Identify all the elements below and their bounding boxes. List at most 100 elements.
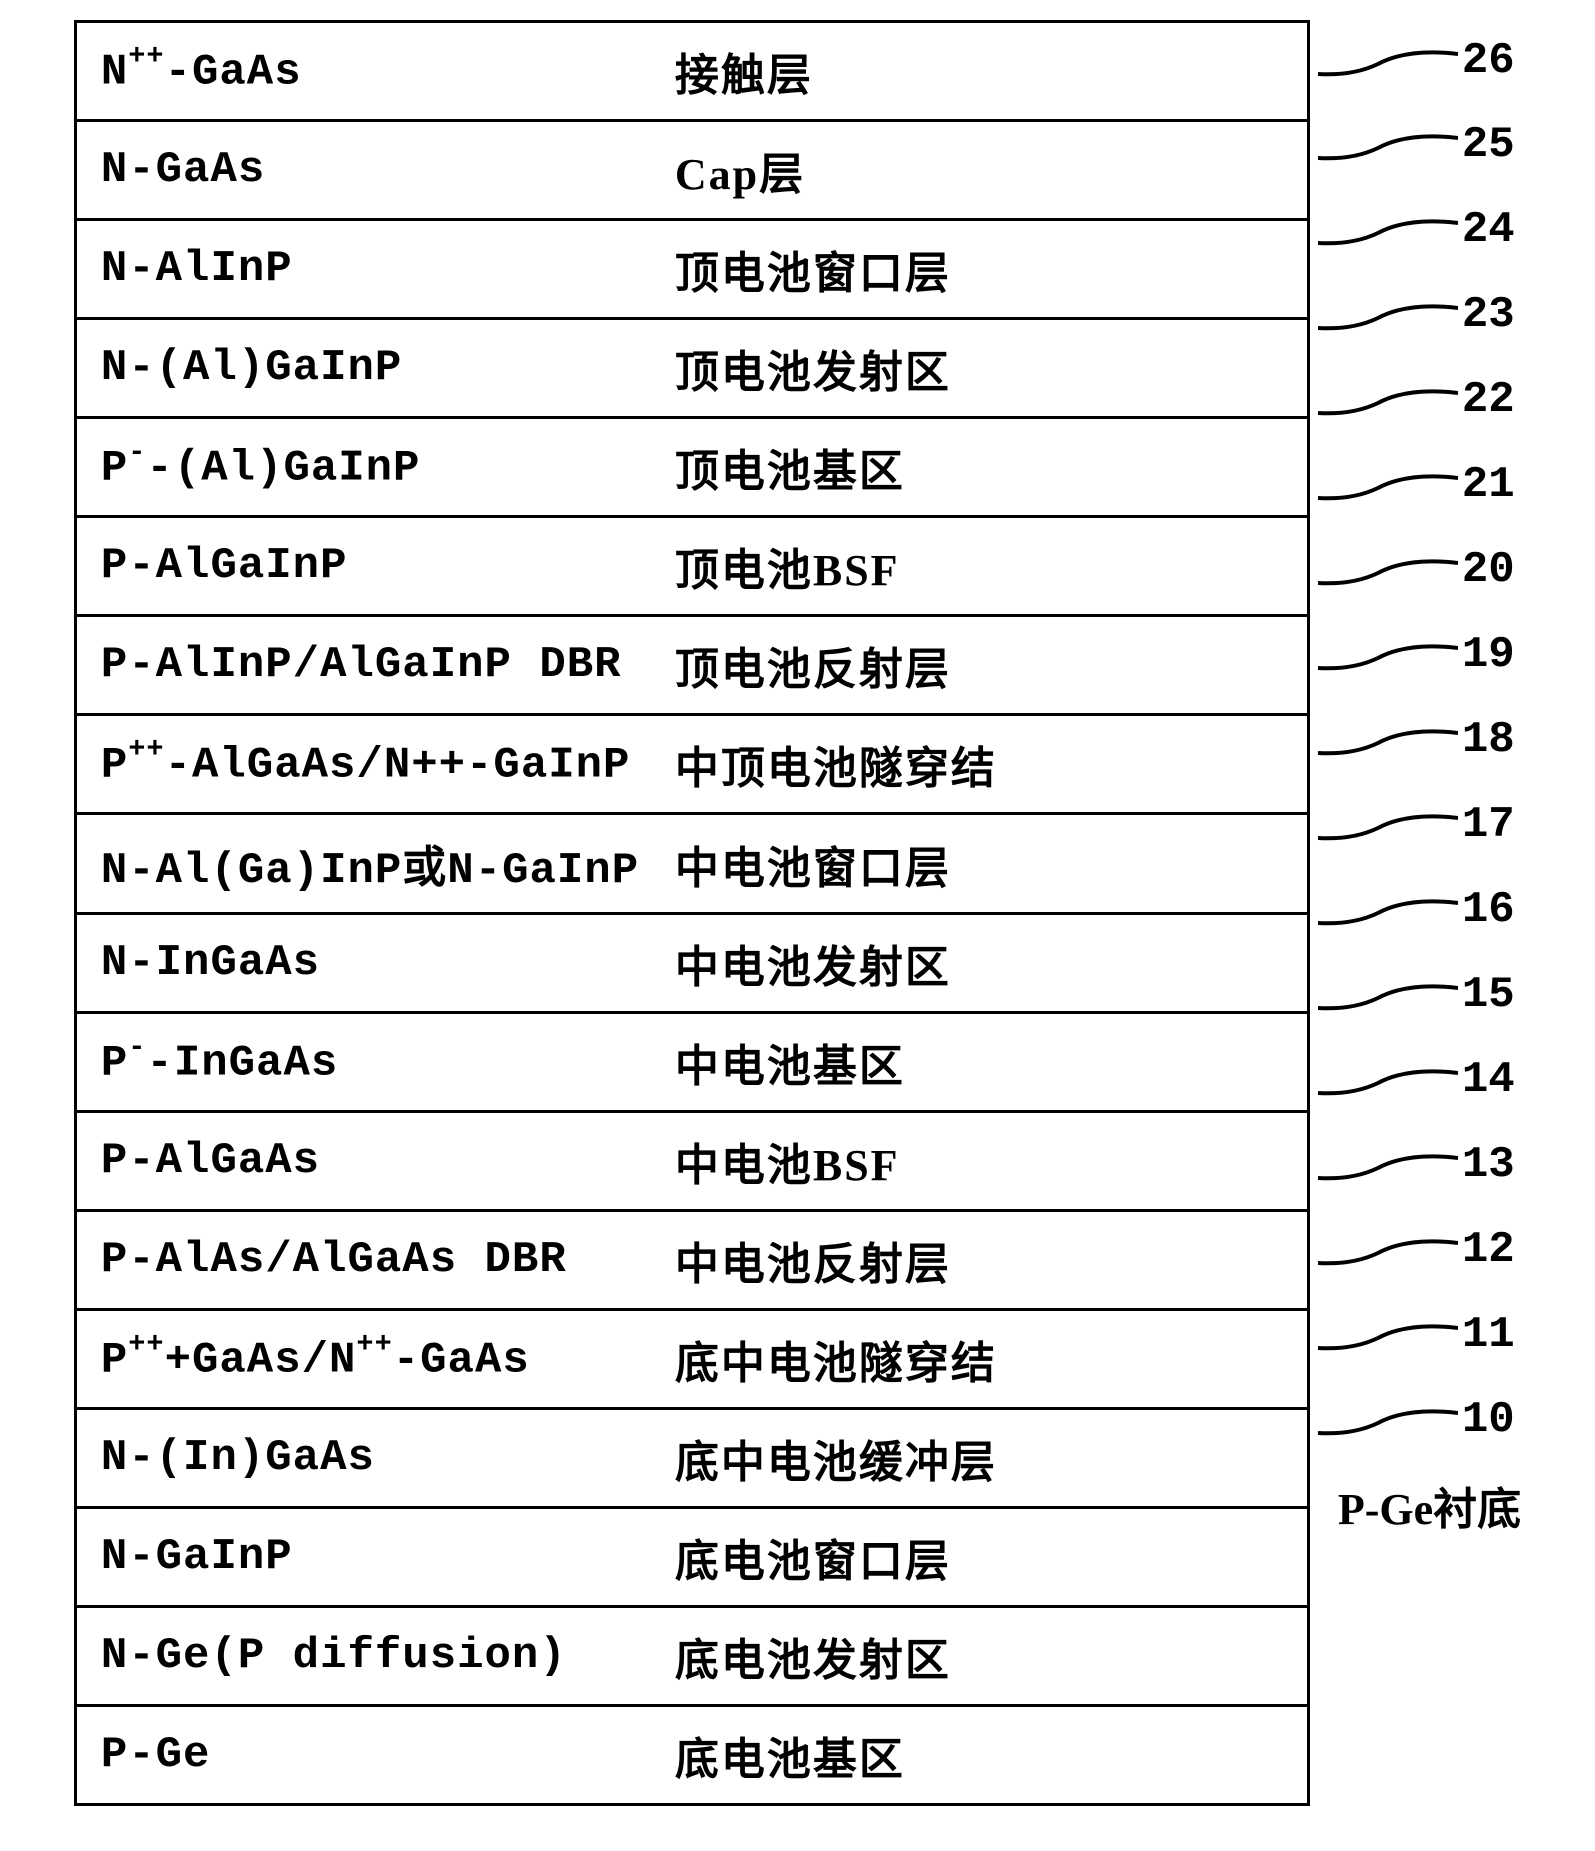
material-cell: P-AlAs/AlGaAs DBR xyxy=(77,1219,667,1301)
layer-number-label: 24 xyxy=(1462,205,1515,255)
connector-curve xyxy=(1318,1055,1458,1105)
label-item: 10 xyxy=(1318,1377,1521,1462)
description-cell: 顶电池基区 xyxy=(667,419,1307,515)
label-item: 11 xyxy=(1318,1292,1521,1377)
layer-row: P-Ge底电池基区 xyxy=(77,1707,1307,1803)
layer-row: N-Ge(P diffusion)底电池发射区 xyxy=(77,1608,1307,1707)
description-cell: 中电池基区 xyxy=(667,1014,1307,1110)
connector-curve xyxy=(1318,970,1458,1020)
material-cell: N-(In)GaAs xyxy=(77,1417,667,1499)
labels-column: 26 25 24 23 22 21 20 19 18 17 16 15 14 1… xyxy=(1310,20,1521,1547)
label-item: 20 xyxy=(1318,527,1521,612)
layer-row: N-(In)GaAs底中电池缓冲层 xyxy=(77,1410,1307,1509)
connector-curve xyxy=(1318,885,1458,935)
label-item: 22 xyxy=(1318,357,1521,442)
layer-row: N-AlInP顶电池窗口层 xyxy=(77,221,1307,320)
connector-curve xyxy=(1318,630,1458,680)
layer-number-label: 21 xyxy=(1462,460,1515,510)
material-cell: N-(Al)GaInP xyxy=(77,327,667,409)
description-cell: 底中电池缓冲层 xyxy=(667,1410,1307,1506)
layer-number-label: 14 xyxy=(1462,1055,1515,1105)
description-cell: 底电池基区 xyxy=(667,1707,1307,1803)
label-item: 21 xyxy=(1318,442,1521,527)
layer-table: N++-GaAs接触层N-GaAsCap层N-AlInP顶电池窗口层N-(Al)… xyxy=(74,20,1310,1806)
label-item: 18 xyxy=(1318,697,1521,782)
layer-row: P+++GaAs/N++-GaAs底中电池隧穿结 xyxy=(77,1311,1307,1410)
material-cell: N-InGaAs xyxy=(77,922,667,1004)
description-cell: 顶电池反射层 xyxy=(667,617,1307,713)
connector-curve xyxy=(1318,205,1458,255)
description-cell: 中顶电池隧穿结 xyxy=(667,716,1307,812)
description-cell: 中电池BSF xyxy=(667,1113,1307,1209)
label-item: 15 xyxy=(1318,952,1521,1037)
layer-row: N-(Al)GaInP顶电池发射区 xyxy=(77,320,1307,419)
label-item: 26 xyxy=(1318,20,1521,102)
layer-row: N-InGaAs中电池发射区 xyxy=(77,915,1307,1014)
layer-number-label: 15 xyxy=(1462,970,1515,1020)
layer-row: N-GaInP底电池窗口层 xyxy=(77,1509,1307,1608)
material-cell: P--(Al)GaInP xyxy=(77,424,667,510)
label-item: 25 xyxy=(1318,102,1521,187)
layer-number-label: 22 xyxy=(1462,375,1515,425)
layer-row: P--InGaAs中电池基区 xyxy=(77,1014,1307,1113)
material-cell: P++-AlGaAs/N++-GaInP xyxy=(77,721,667,807)
connector-curve xyxy=(1318,1140,1458,1190)
material-cell: P-Ge xyxy=(77,1714,667,1796)
material-cell: N-Al(Ga)InP或N-GaInP xyxy=(77,815,667,912)
label-item: P-Ge衬底 xyxy=(1318,1462,1521,1547)
description-cell: 中电池反射层 xyxy=(667,1212,1307,1308)
label-item: 24 xyxy=(1318,187,1521,272)
layer-number-label: 11 xyxy=(1462,1310,1515,1360)
material-cell: P-AlGaInP xyxy=(77,525,667,607)
description-cell: 底电池发射区 xyxy=(667,1608,1307,1704)
connector-curve xyxy=(1318,36,1458,86)
material-cell: N++-GaAs xyxy=(77,28,667,114)
layer-number-label: 20 xyxy=(1462,545,1515,595)
layer-number-label: 10 xyxy=(1462,1395,1515,1445)
material-cell: N-Ge(P diffusion) xyxy=(77,1615,667,1697)
label-item: 23 xyxy=(1318,272,1521,357)
layer-row: P-AlGaInP顶电池BSF xyxy=(77,518,1307,617)
material-cell: N-GaAs xyxy=(77,129,667,211)
description-cell: 顶电池窗口层 xyxy=(667,221,1307,317)
material-cell: P--InGaAs xyxy=(77,1019,667,1105)
layer-row: N-Al(Ga)InP或N-GaInP中电池窗口层 xyxy=(77,815,1307,915)
layer-number-label: 13 xyxy=(1462,1140,1515,1190)
layer-row: P--(Al)GaInP顶电池基区 xyxy=(77,419,1307,518)
description-cell: 底中电池隧穿结 xyxy=(667,1311,1307,1407)
connector-curve xyxy=(1318,375,1458,425)
description-cell: 中电池窗口层 xyxy=(667,816,1307,912)
layer-row: P++-AlGaAs/N++-GaInP中顶电池隧穿结 xyxy=(77,716,1307,815)
layer-number-label: 25 xyxy=(1462,120,1515,170)
description-cell: 底电池窗口层 xyxy=(667,1509,1307,1605)
description-cell: 顶电池BSF xyxy=(667,518,1307,614)
material-cell: N-GaInP xyxy=(77,1516,667,1598)
description-cell: 接触层 xyxy=(667,23,1307,119)
material-cell: P-AlInP/AlGaInP DBR xyxy=(77,624,667,706)
connector-curve xyxy=(1318,545,1458,595)
connector-curve xyxy=(1318,800,1458,850)
layer-number-label: 18 xyxy=(1462,715,1515,765)
layer-row: P-AlGaAs中电池BSF xyxy=(77,1113,1307,1212)
connector-curve xyxy=(1318,290,1458,340)
material-cell: N-AlInP xyxy=(77,228,667,310)
layer-row: N-GaAsCap层 xyxy=(77,122,1307,221)
connector-curve xyxy=(1318,1225,1458,1275)
label-item: 14 xyxy=(1318,1037,1521,1122)
layer-number-label: 17 xyxy=(1462,800,1515,850)
label-item: 16 xyxy=(1318,867,1521,952)
connector-curve xyxy=(1318,1395,1458,1445)
layer-number-label: 19 xyxy=(1462,630,1515,680)
label-item: 12 xyxy=(1318,1207,1521,1292)
label-item: 17 xyxy=(1318,782,1521,867)
layer-number-label: 23 xyxy=(1462,290,1515,340)
label-item: 13 xyxy=(1318,1122,1521,1207)
substrate-label: P-Ge衬底 xyxy=(1338,1473,1521,1537)
description-cell: Cap层 xyxy=(667,122,1307,218)
description-cell: 中电池发射区 xyxy=(667,915,1307,1011)
description-cell: 顶电池发射区 xyxy=(667,320,1307,416)
layer-number-label: 12 xyxy=(1462,1225,1515,1275)
layer-number-label: 16 xyxy=(1462,885,1515,935)
layer-row: P-AlAs/AlGaAs DBR中电池反射层 xyxy=(77,1212,1307,1311)
layer-number-label: 26 xyxy=(1462,36,1515,86)
